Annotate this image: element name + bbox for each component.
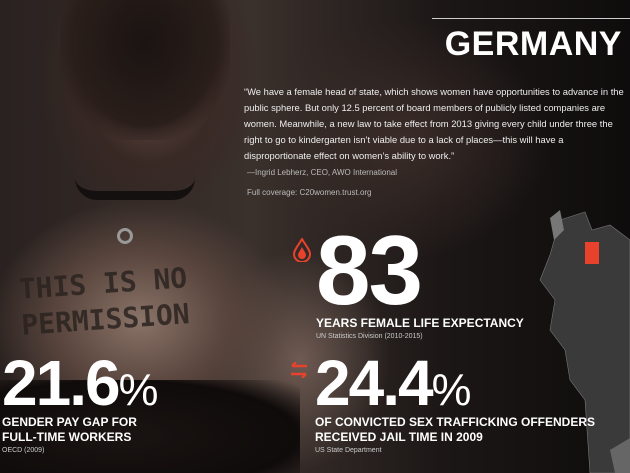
photo-collar	[75, 178, 195, 200]
pay-gap-stat: 21.6% GENDER PAY GAP FOR FULL-TIME WORKER…	[2, 347, 159, 456]
exchange-arrows-icon	[291, 362, 307, 378]
life-expectancy-value: 83	[316, 215, 423, 325]
pay-gap-label: GENDER PAY GAP FOR FULL-TIME WORKERS	[2, 415, 137, 445]
coverage-link[interactable]: Full coverage: C20women.trust.org	[247, 188, 372, 197]
life-expectancy-source: UN Statistics Division (2010-2015)	[316, 333, 423, 341]
life-expectancy-label: YEARS FEMALE LIFE EXPECTANCY	[316, 316, 524, 331]
trafficking-source: US State Department	[315, 447, 382, 455]
map-land	[539, 211, 630, 473]
photo-lace	[0, 380, 300, 473]
trafficking-value: 24.4%	[315, 347, 472, 419]
quote-text: “We have a female head of state, which s…	[244, 86, 624, 161]
life-expectancy-stat: 83 YEARS FEMALE LIFE EXPECTANCY UN Stati…	[316, 215, 524, 342]
trafficking-label: OF CONVICTED SEX TRAFFICKING OFFENDERS RE…	[315, 415, 596, 445]
europe-map	[539, 210, 630, 473]
quote-attribution: —Ingrid Lebherz, CEO, AWO International	[247, 168, 397, 177]
title-rule	[432, 18, 630, 19]
germany-highlight	[585, 242, 599, 264]
map-region	[610, 438, 630, 473]
photo-collar-ring	[117, 228, 133, 244]
blood-drop-icon	[292, 238, 312, 262]
map-uk	[550, 210, 564, 240]
pay-gap-source: OECD (2009)	[2, 447, 45, 455]
quote-block: “We have a female head of state, which s…	[244, 84, 626, 198]
photo-body-writing: THIS IS NO PERMISSION	[18, 260, 191, 344]
photo-hair	[60, 0, 230, 140]
page-title: GERMANY	[444, 25, 622, 63]
trafficking-stat: 24.4% OF CONVICTED SEX TRAFFICKING OFFEN…	[315, 347, 596, 456]
pay-gap-value: 21.6%	[2, 347, 159, 419]
